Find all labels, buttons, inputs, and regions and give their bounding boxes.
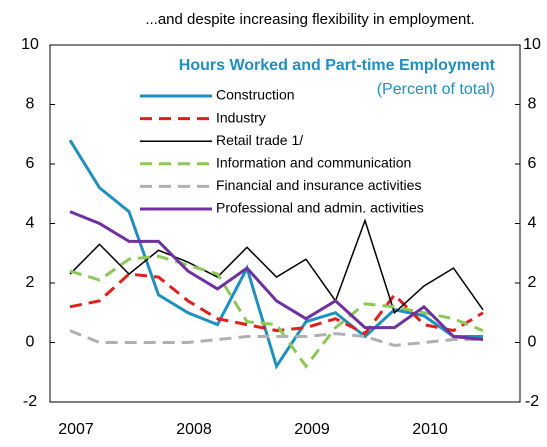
- chart-title: ...and despite increasing flexibility in…: [145, 11, 474, 28]
- y2-tick-label: 8: [528, 96, 537, 113]
- y2-tick-label: 6: [528, 155, 537, 172]
- x-tick-label: 2010: [412, 421, 448, 438]
- x-tick-label: 2009: [294, 421, 330, 438]
- y-tick-label: 2: [26, 274, 35, 291]
- legend-label: Professional and admin. activities: [216, 200, 424, 216]
- series-line: [69, 254, 484, 369]
- y2-tick-label: -2: [525, 393, 539, 410]
- y2-tick-label: 0: [528, 334, 537, 351]
- y-tick-label: 8: [26, 96, 35, 113]
- x-tick-label: 2008: [176, 421, 212, 438]
- series-line: [69, 272, 484, 336]
- series-line: [68, 139, 483, 370]
- legend-label: Information and communication: [216, 155, 411, 171]
- y2-tick-label: 2: [528, 274, 537, 291]
- y-tick-label: 6: [26, 155, 35, 172]
- legend-label: Financial and insurance activities: [216, 177, 421, 193]
- y-tick-label: 4: [26, 215, 35, 232]
- y2-tick-label: 10: [523, 36, 541, 53]
- x-tick-label: 2007: [58, 421, 94, 438]
- unit-note: (Percent of total): [377, 81, 495, 98]
- series-line: [69, 210, 484, 342]
- series-line: [69, 329, 483, 347]
- y-tick-label: 10: [21, 36, 39, 53]
- chart-subtitle: Hours Worked and Part-time Employment: [179, 57, 496, 74]
- series-line: [69, 218, 484, 315]
- legend-label: Industry: [216, 109, 266, 125]
- y-tick-label: 0: [26, 334, 35, 351]
- legend-label: Construction: [216, 87, 295, 103]
- y2-tick-label: 4: [528, 215, 537, 232]
- y-tick-label: -2: [23, 393, 37, 410]
- legend-label: Retail trade 1/: [216, 132, 303, 148]
